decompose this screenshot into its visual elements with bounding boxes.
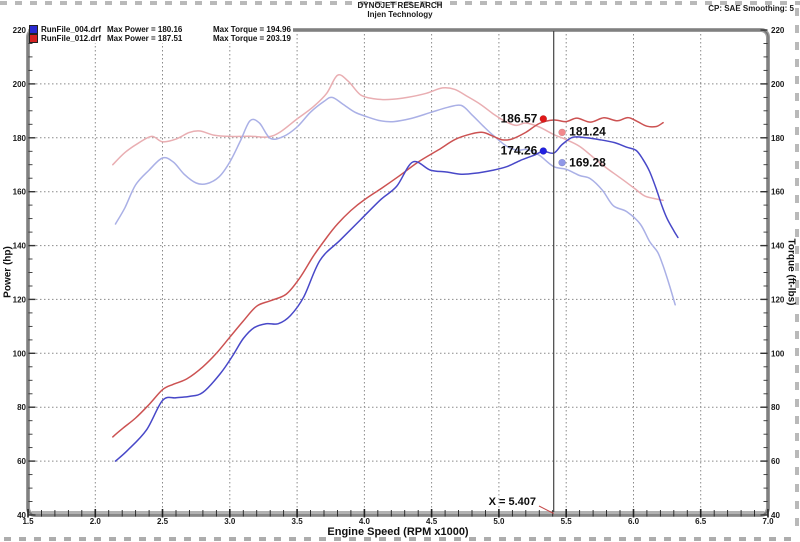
- y-tick-label-right: 100: [771, 349, 785, 358]
- y-tick-label-right: 60: [771, 457, 780, 466]
- y-tick-label-right: 120: [771, 295, 785, 304]
- y-tick-label-left: 220: [13, 26, 27, 35]
- cursor-x-value-label: X = 5.407: [488, 496, 536, 508]
- y-tick-label-right: 220: [771, 26, 785, 35]
- legend-max-power-run012: Max Power = 187.51: [107, 34, 183, 43]
- x-tick-label: 5.0: [493, 517, 505, 526]
- x-tick-label: 6.5: [695, 517, 707, 526]
- page-subtitle: Injen Technology: [367, 10, 433, 19]
- x-tick-label: 4.0: [359, 517, 371, 526]
- y-tick-label-right: 200: [771, 80, 785, 89]
- cursor-dot: [539, 115, 548, 123]
- legend-row-run004: RunFile_004.drf Max Power = 180.16 Max T…: [29, 25, 293, 34]
- y-tick-label-right: 160: [771, 188, 785, 197]
- cursor-readout-run012-power: 186.57: [500, 111, 538, 126]
- x-tick-label: 7.0: [762, 517, 774, 526]
- y-tick-label-left: 40: [17, 511, 26, 520]
- cursor-readout-run004-power: 174.26: [500, 143, 538, 158]
- x-tick-label: 2.5: [157, 517, 169, 526]
- series-run012_torque: [112, 74, 664, 202]
- cursor-readout-run004-torque: 169.28: [569, 155, 606, 170]
- x-tick-label: 1.5: [22, 517, 34, 526]
- series-run004_power: [114, 136, 679, 462]
- cursor-dot: [558, 158, 566, 167]
- cursor-readout-run012-torque: 181.24: [569, 124, 606, 139]
- x-tick-label: 3.0: [224, 517, 236, 526]
- legend-max-power-run004: Max Power = 180.16: [107, 25, 183, 34]
- x-axis-title: Engine Speed (RPM x1000): [327, 526, 469, 538]
- y-tick-label-left: 80: [17, 403, 26, 412]
- cursor-dot: [539, 147, 548, 155]
- plot-frame: [27, 29, 769, 516]
- y-axis-title-power: Power (hp): [2, 246, 14, 298]
- cursor-dot: [558, 128, 566, 137]
- legend-swatch-run004: [29, 25, 38, 34]
- page-title: DYNOJET RESEARCH: [357, 1, 443, 10]
- legend-swatch-run012: [29, 34, 38, 43]
- y-tick-label-left: 200: [13, 80, 27, 89]
- y-tick-label-left: 100: [13, 349, 27, 358]
- y-tick-label-right: 80: [771, 403, 780, 412]
- x-tick-label: 2.0: [90, 517, 102, 526]
- legend-max-torque-run004: Max Torque = 194.96: [213, 25, 291, 34]
- y-tick-label-left: 60: [17, 457, 26, 466]
- x-tick-label: 5.5: [561, 517, 573, 526]
- x-tick-label: 3.5: [292, 517, 304, 526]
- y-tick-label-right: 40: [771, 511, 780, 520]
- y-tick-label-right: 140: [771, 242, 785, 251]
- legend-file-run004: RunFile_004.drf: [41, 25, 102, 34]
- y-tick-label-left: 140: [13, 242, 27, 251]
- y-tick-label-left: 180: [13, 134, 27, 143]
- plot-frame-outer: [26, 28, 770, 517]
- series-run012_power: [112, 116, 664, 438]
- legend-row-run012: RunFile_012.drf Max Power = 187.51 Max T…: [29, 34, 293, 43]
- legend-max-torque-run012: Max Torque = 203.19: [213, 34, 291, 43]
- y-tick-label-right: 180: [771, 134, 785, 143]
- y-tick-label-left: 160: [13, 188, 27, 197]
- cursor-pointer-line: [538, 505, 554, 514]
- correction-smoothing-info: CP: SAE Smoothing: 5: [708, 4, 794, 13]
- y-axis-title-torque: Torque (ft-lbs): [785, 238, 797, 306]
- legend-file-run012: RunFile_012.drf: [41, 34, 102, 43]
- x-tick-label: 4.5: [426, 517, 438, 526]
- x-tick-label: 6.0: [628, 517, 640, 526]
- series-run004_torque: [114, 96, 676, 306]
- y-tick-label-left: 120: [13, 295, 27, 304]
- legend: RunFile_004.drf Max Power = 180.16 Max T…: [29, 25, 293, 43]
